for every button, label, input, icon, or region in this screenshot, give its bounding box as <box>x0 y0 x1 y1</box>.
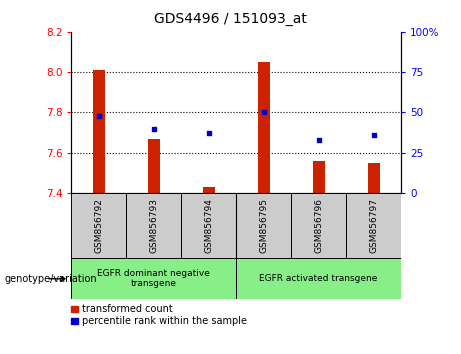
Text: genotype/variation: genotype/variation <box>5 274 97 284</box>
Point <box>370 132 377 138</box>
Bar <box>181 193 236 258</box>
Bar <box>93 70 105 193</box>
Bar <box>236 193 291 258</box>
Bar <box>71 258 236 299</box>
Point <box>150 126 158 131</box>
Point <box>260 110 267 115</box>
Bar <box>346 193 401 258</box>
Point <box>315 137 322 143</box>
Bar <box>367 163 380 193</box>
Point <box>205 131 213 136</box>
Bar <box>236 258 401 299</box>
Text: GSM856795: GSM856795 <box>259 198 268 253</box>
Text: GSM856792: GSM856792 <box>95 198 103 253</box>
Point <box>95 113 103 119</box>
Text: GDS4496 / 151093_at: GDS4496 / 151093_at <box>154 12 307 27</box>
Bar <box>258 62 270 193</box>
Text: EGFR dominant negative
transgene: EGFR dominant negative transgene <box>97 269 210 289</box>
Text: GSM856793: GSM856793 <box>149 198 159 253</box>
Text: GSM856796: GSM856796 <box>314 198 323 253</box>
Legend: transformed count, percentile rank within the sample: transformed count, percentile rank withi… <box>71 304 247 326</box>
Bar <box>71 193 126 258</box>
Bar <box>203 187 215 193</box>
Text: GSM856797: GSM856797 <box>369 198 378 253</box>
Bar <box>148 138 160 193</box>
Text: EGFR activated transgene: EGFR activated transgene <box>260 274 378 283</box>
Bar <box>291 193 346 258</box>
Bar <box>313 161 325 193</box>
Bar <box>126 193 181 258</box>
Text: GSM856794: GSM856794 <box>204 198 213 253</box>
